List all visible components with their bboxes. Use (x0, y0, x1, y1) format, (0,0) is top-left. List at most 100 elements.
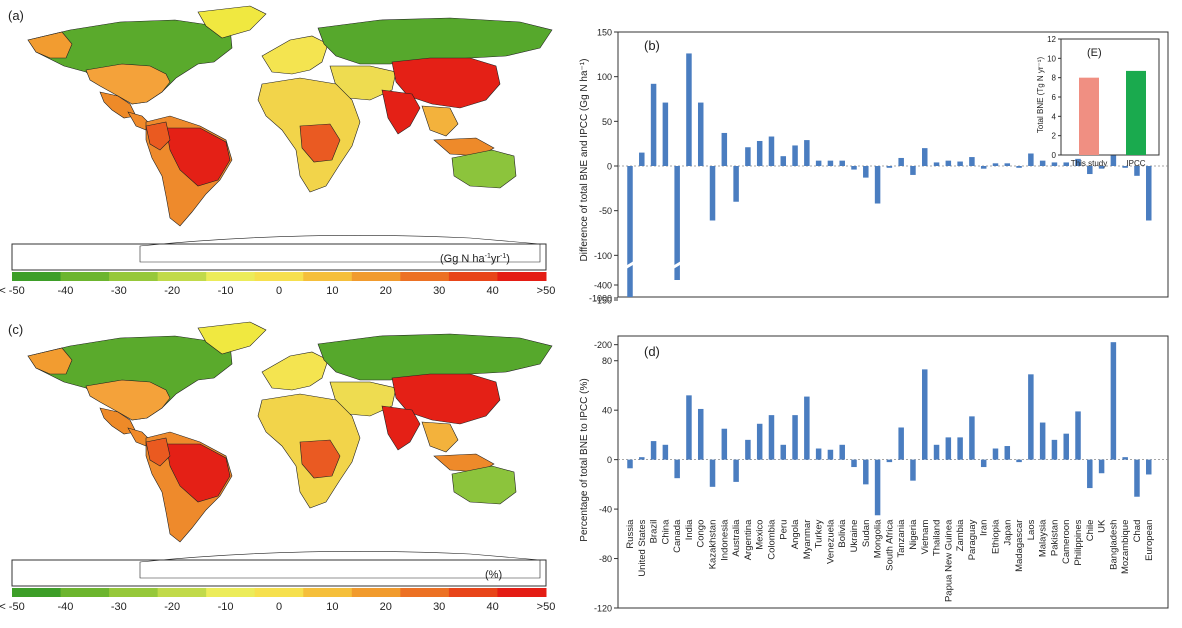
chart-e-ylabel: Total BNE (Tg N yr⁻¹) (1036, 57, 1045, 134)
chart-d-bars (627, 342, 1152, 516)
bar (627, 166, 633, 297)
y-tick-label: 8 (1052, 74, 1057, 83)
x-category-label: Vietnam (920, 520, 931, 555)
bar (1004, 446, 1011, 460)
y-tick-label: -1000 (589, 294, 612, 304)
colorbar-tick-label: -10 (218, 601, 234, 613)
chart-b-ylabel: Difference of total BNE and IPCC (Gg N h… (579, 59, 590, 262)
bar (1087, 166, 1093, 175)
bar (874, 166, 881, 204)
colorbar-tick-label: 10 (326, 601, 338, 613)
y-tick-label: 6 (1052, 93, 1057, 102)
colorbar-tick-label: < -50 (0, 285, 25, 297)
bar (804, 140, 810, 166)
chart-d-label: (d) (644, 344, 660, 359)
bar (839, 444, 845, 460)
x-category-label: Mongolia (873, 519, 884, 558)
chart-b: (b) Difference of total BNE and IPCC (Gg… (579, 28, 1169, 350)
x-category-label: Colombia (766, 519, 777, 560)
bar (756, 423, 763, 460)
x-category-label: India (684, 519, 695, 540)
x-category-label: Venezuela (825, 519, 836, 564)
x-category-label: Iran (979, 520, 990, 536)
bar (1051, 439, 1058, 460)
x-category-label: Indonesia (719, 519, 730, 561)
x-category-label: Philippines (1073, 519, 1084, 565)
colorbar-tick-label: 40 (486, 285, 498, 297)
colorbar-swatch (448, 588, 498, 597)
bar (1004, 163, 1011, 166)
x-category-label: European (1144, 520, 1155, 561)
bar (933, 444, 940, 460)
x-category-label: South Africa (884, 519, 895, 571)
axis-break-mark (624, 260, 636, 270)
x-category-label: Ethiopia (990, 519, 1001, 554)
bar (1110, 342, 1117, 460)
bar (957, 161, 963, 166)
bar (1098, 166, 1105, 169)
chart-d-y-axis: 80 40 0 -40 -80 -120 (594, 356, 1168, 614)
x-tick-label: This study (1071, 159, 1107, 168)
x-category-label: Angola (790, 519, 801, 549)
colorbar-tick-label: 30 (433, 285, 445, 297)
y-tick-label: -100 (594, 251, 612, 261)
bar (1126, 70, 1146, 155)
colorbar-c: < -50 -40 -30 -20 -10 0 10 20 30 40 >50 (0, 588, 555, 613)
x-category-label: China (660, 519, 671, 545)
bar (1110, 155, 1117, 166)
colorbar-swatch (254, 272, 304, 281)
x-category-label: Argentina (743, 519, 754, 560)
bar (627, 459, 633, 469)
y-tick-label: 12 (1047, 35, 1056, 44)
colorbar-swatch (400, 588, 450, 597)
colorbar-tick-label: >50 (537, 601, 556, 613)
bar (1146, 166, 1152, 221)
bar (1122, 166, 1128, 168)
x-category-label: Zambia (955, 519, 966, 551)
bar (1079, 77, 1099, 155)
x-category-label: Nigeria (908, 519, 919, 550)
colorbar-swatch (157, 272, 207, 281)
bar (1087, 459, 1093, 489)
map-a-unit: (Gg N ha-1yr-1) (440, 253, 510, 265)
bar (745, 147, 751, 166)
map-c-legend-frame (11, 559, 547, 587)
bar (780, 156, 787, 166)
colorbar-swatch (12, 272, 62, 281)
bar (898, 157, 904, 166)
bar (1075, 158, 1081, 166)
bar (709, 166, 716, 221)
bar (792, 145, 798, 166)
colorbar-swatch (448, 272, 498, 281)
bar (1016, 459, 1022, 463)
colorbar-swatch (206, 272, 256, 281)
x-category-label: Cameroon (1061, 520, 1072, 564)
chart-b-bars (624, 53, 1152, 297)
x-category-label: Laos (1026, 519, 1037, 540)
colorbar-swatch (303, 272, 353, 281)
y-tick-label: 80 (602, 356, 612, 366)
y-tick-label: 100 (597, 72, 612, 82)
bar (639, 152, 645, 166)
x-category-label: Chad (1132, 520, 1143, 543)
colorbar-tick-label: >50 (537, 285, 556, 297)
bar (697, 408, 704, 460)
chart-d-frame (617, 335, 1169, 609)
x-category-label: Russia (625, 519, 636, 549)
bar (662, 102, 669, 166)
x-tick-label: IPCC (1126, 159, 1145, 168)
x-category-label: Mexico (755, 520, 766, 550)
colorbar-swatch (351, 588, 401, 597)
bar (1134, 459, 1140, 497)
bar (733, 459, 739, 482)
y-tick-label: -40 (599, 505, 612, 515)
colorbar-swatch (109, 588, 159, 597)
x-category-label: Japan (1002, 520, 1013, 546)
panel-c-label: (c) (8, 322, 23, 337)
bar (922, 148, 928, 166)
chart-e-y-axis: 0 2 4 6 8 10 12 (1047, 35, 1061, 160)
bar (650, 83, 657, 166)
bar (804, 396, 810, 460)
bar (1134, 166, 1140, 176)
